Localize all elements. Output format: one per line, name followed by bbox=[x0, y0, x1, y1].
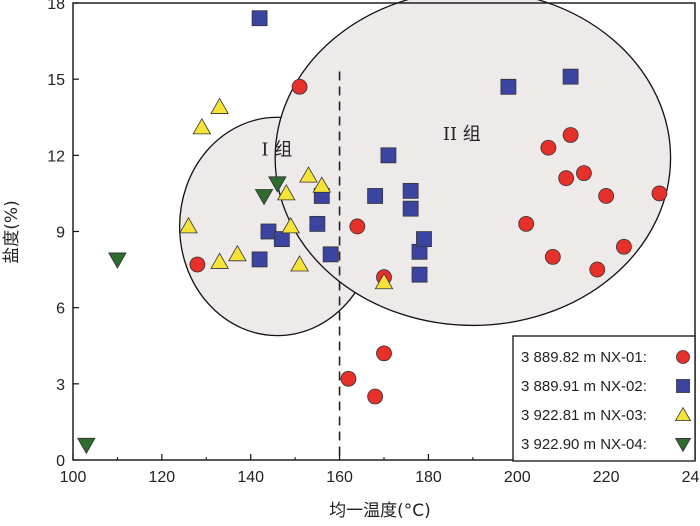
x-tick-label: 120 bbox=[149, 469, 176, 486]
x-tick-label: 180 bbox=[415, 469, 442, 486]
nx-01-point bbox=[518, 215, 535, 232]
y-axis-label: 盐度(%) bbox=[2, 200, 22, 263]
nx-01-point bbox=[598, 188, 615, 204]
nx-03-point bbox=[210, 252, 229, 269]
legend-label: 3 922.81 m NX-03: bbox=[521, 407, 647, 424]
nx-01-point bbox=[562, 127, 579, 143]
nx-01-point bbox=[291, 78, 308, 95]
y-tick-label: 9 bbox=[56, 225, 65, 242]
legend-marker bbox=[676, 350, 690, 364]
nx-03-point bbox=[374, 272, 394, 290]
nx-02-point bbox=[367, 188, 384, 204]
legend-marker bbox=[674, 406, 692, 422]
nx-04-point bbox=[108, 252, 127, 269]
x-tick-label: 100 bbox=[60, 469, 87, 486]
nx-02-point bbox=[251, 10, 268, 27]
nx-02-point bbox=[380, 147, 397, 164]
legend-label: 3 889.82 m NX-01: bbox=[521, 349, 647, 366]
nx-01-point bbox=[651, 185, 668, 202]
group-ellipse bbox=[274, 0, 672, 327]
nx-01-point bbox=[340, 370, 357, 387]
nx-02-point bbox=[500, 78, 517, 95]
data-points bbox=[77, 10, 668, 455]
nx-02-point bbox=[411, 266, 428, 283]
nx-04-point bbox=[254, 189, 274, 206]
nx-02-point bbox=[260, 223, 277, 240]
nx-03-point bbox=[290, 255, 309, 272]
legend-label: 3 889.91 m NX-02: bbox=[521, 378, 647, 395]
nx-01-point bbox=[576, 165, 592, 182]
nx-04-point bbox=[268, 176, 287, 193]
legend-items: 3 889.82 m NX-01: 3 889.91 m NX-02: 3 922.… bbox=[521, 349, 692, 453]
nx-01-point bbox=[376, 345, 392, 362]
nx-01-point bbox=[367, 388, 384, 405]
axis-ticks: 100 120 140 160 180 200 220 240 0 3 6 9 12 15 18 bbox=[47, 0, 700, 486]
nx-04-point bbox=[77, 437, 96, 455]
nx-02-point bbox=[562, 68, 579, 85]
nx-02-point bbox=[416, 231, 432, 248]
group-label: I 组 bbox=[261, 139, 292, 160]
nx-03-point bbox=[276, 183, 296, 201]
y-tick-label: 18 bbox=[47, 0, 65, 13]
nx-01-point bbox=[558, 170, 575, 187]
nx-03-point bbox=[299, 166, 318, 183]
group-label: II 组 bbox=[443, 124, 481, 145]
legend-label: 3 922.90 m NX-04: bbox=[521, 436, 647, 453]
y-tick-label: 6 bbox=[56, 301, 65, 318]
legend-marker bbox=[674, 437, 692, 453]
nx-01-point bbox=[544, 248, 561, 265]
nx-03-point bbox=[228, 244, 247, 262]
x-tick-label: 200 bbox=[504, 469, 531, 486]
nx-02-point bbox=[402, 182, 419, 199]
y-tick-label: 3 bbox=[56, 377, 65, 394]
nx-01-point bbox=[349, 218, 366, 235]
x-tick-label: 220 bbox=[593, 469, 620, 486]
nx-02-point bbox=[322, 246, 339, 263]
x-tick-label: 240 bbox=[682, 469, 700, 486]
y-tick-label: 12 bbox=[47, 148, 65, 165]
nx-02-point bbox=[273, 231, 290, 248]
nx-01-point bbox=[540, 139, 557, 156]
nx-01-point bbox=[616, 238, 632, 255]
legend-marker bbox=[676, 379, 690, 393]
x-axis-label: 均一温度(°C) bbox=[329, 501, 431, 521]
legend-box bbox=[512, 335, 696, 462]
nx-01-point bbox=[589, 261, 606, 278]
nx-03-point bbox=[179, 216, 198, 234]
nx-03-point bbox=[210, 97, 229, 114]
nx-03-point bbox=[281, 216, 301, 234]
nx-02-point bbox=[309, 215, 326, 232]
y-tick-label: 15 bbox=[47, 72, 65, 89]
group-ellipses: I 组 II 组 bbox=[178, 0, 672, 337]
nx-03-point bbox=[192, 117, 212, 135]
legend: 3 889.82 m NX-01: 3 889.91 m NX-02: 3 922.… bbox=[512, 335, 696, 462]
nx-02-point bbox=[402, 200, 419, 217]
nx-02-point bbox=[251, 251, 268, 268]
nx-01-point bbox=[189, 256, 206, 273]
nx-03-point bbox=[312, 176, 332, 193]
y-tick-label: 0 bbox=[56, 453, 65, 470]
x-tick-label: 160 bbox=[326, 469, 353, 486]
x-tick-label: 140 bbox=[237, 469, 264, 486]
